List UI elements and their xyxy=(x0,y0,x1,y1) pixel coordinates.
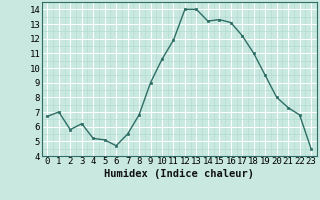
X-axis label: Humidex (Indice chaleur): Humidex (Indice chaleur) xyxy=(104,169,254,179)
